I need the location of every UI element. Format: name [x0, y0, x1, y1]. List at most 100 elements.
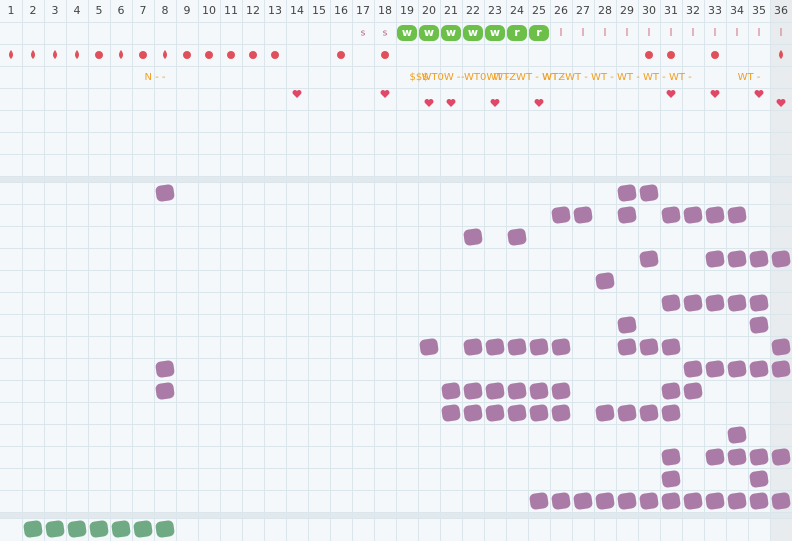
heart-icon	[710, 90, 720, 98]
column-number: 10	[202, 4, 216, 17]
dot-icon	[645, 51, 653, 59]
habit-blob	[111, 520, 131, 538]
status-label: w	[424, 26, 434, 39]
status-label: w	[490, 26, 500, 39]
habit-blob	[705, 492, 725, 510]
habit-blob	[441, 382, 461, 400]
habit-blob	[617, 338, 637, 356]
habit-blob	[617, 404, 637, 422]
habit-blob	[485, 382, 505, 400]
status-label: w	[446, 26, 456, 39]
habit-blob	[485, 338, 505, 356]
dot-icon	[139, 51, 147, 59]
habit-blob	[661, 404, 681, 422]
status-badge	[397, 25, 417, 41]
habit-blob	[573, 492, 593, 510]
habit-blob	[551, 382, 571, 400]
habit-blob	[155, 520, 175, 538]
habit-blob	[705, 250, 725, 268]
heart-icon	[292, 90, 302, 98]
column-number: 17	[356, 4, 370, 17]
column-number: 12	[246, 4, 260, 17]
status-label: w	[402, 26, 412, 39]
habit-blob	[507, 338, 527, 356]
heart-icon	[446, 99, 456, 107]
status-badge	[485, 25, 505, 41]
habit-blob	[727, 360, 747, 378]
habit-blob	[551, 492, 571, 510]
column-number: 7	[140, 4, 147, 17]
column-number: 1	[8, 4, 15, 17]
column-number: 22	[466, 4, 480, 17]
habit-blob	[749, 470, 769, 488]
column-number: 30	[642, 4, 656, 17]
habit-blob	[683, 206, 703, 224]
habit-blob	[507, 382, 527, 400]
heart-icon	[666, 89, 676, 98]
column-number: 34	[730, 4, 744, 17]
drop-icon	[31, 50, 35, 59]
column-number: 36	[774, 4, 788, 17]
column-number: 5	[96, 4, 103, 17]
habit-blob	[595, 272, 615, 290]
habit-blob	[705, 360, 725, 378]
habit-blob	[419, 338, 439, 356]
habit-blob	[683, 360, 703, 378]
habit-blob	[551, 206, 571, 224]
habit-blob	[683, 294, 703, 312]
habit-blob	[551, 338, 571, 356]
dot-icon	[183, 51, 191, 59]
status-label: w	[468, 26, 478, 39]
column-number: 11	[224, 4, 238, 17]
habit-blob	[661, 448, 681, 466]
habit-blob	[749, 250, 769, 268]
habit-blob	[727, 492, 747, 510]
column-number: 27	[576, 4, 590, 17]
column-number: 14	[290, 4, 304, 17]
habit-blob	[463, 404, 483, 422]
habit-blob	[529, 492, 549, 510]
habit-blob	[749, 360, 769, 378]
dot-icon	[205, 51, 213, 59]
column-number: 29	[620, 4, 634, 17]
habit-blob	[771, 250, 791, 268]
drop-icon	[163, 50, 167, 59]
dot-icon	[227, 51, 235, 59]
habit-blob	[67, 520, 87, 538]
dot-icon	[249, 51, 257, 59]
column-number: 19	[400, 4, 414, 17]
habit-blob	[529, 404, 549, 422]
habit-blob	[705, 206, 725, 224]
column-number: 33	[708, 4, 722, 17]
habit-blob	[89, 520, 109, 538]
dot-icon	[271, 51, 279, 59]
status-badge	[441, 25, 461, 41]
habit-blob	[749, 316, 769, 334]
habit-blob	[683, 382, 703, 400]
habit-blob	[749, 294, 769, 312]
column-number: 23	[488, 4, 502, 17]
drop-icon	[53, 50, 57, 59]
habit-blob	[617, 184, 637, 202]
column-number: 20	[422, 4, 436, 17]
column-number: 24	[510, 4, 524, 17]
habit-blob	[507, 404, 527, 422]
column-number: 3	[52, 4, 59, 17]
habit-blob	[661, 294, 681, 312]
habit-blob	[705, 448, 725, 466]
habit-blob	[727, 294, 747, 312]
status-badge	[507, 25, 527, 41]
status-label: s	[361, 29, 366, 39]
habit-blob	[595, 404, 615, 422]
status-label: I	[735, 26, 738, 39]
status-badge	[463, 25, 483, 41]
status-label: I	[581, 26, 584, 39]
habit-blob	[727, 206, 747, 224]
habit-blob	[155, 382, 175, 400]
dot-icon	[711, 51, 719, 59]
habit-blob	[463, 228, 483, 246]
dot-icon	[667, 51, 675, 59]
habit-blob	[639, 404, 659, 422]
habit-blob	[727, 250, 747, 268]
status-label: I	[779, 26, 782, 39]
